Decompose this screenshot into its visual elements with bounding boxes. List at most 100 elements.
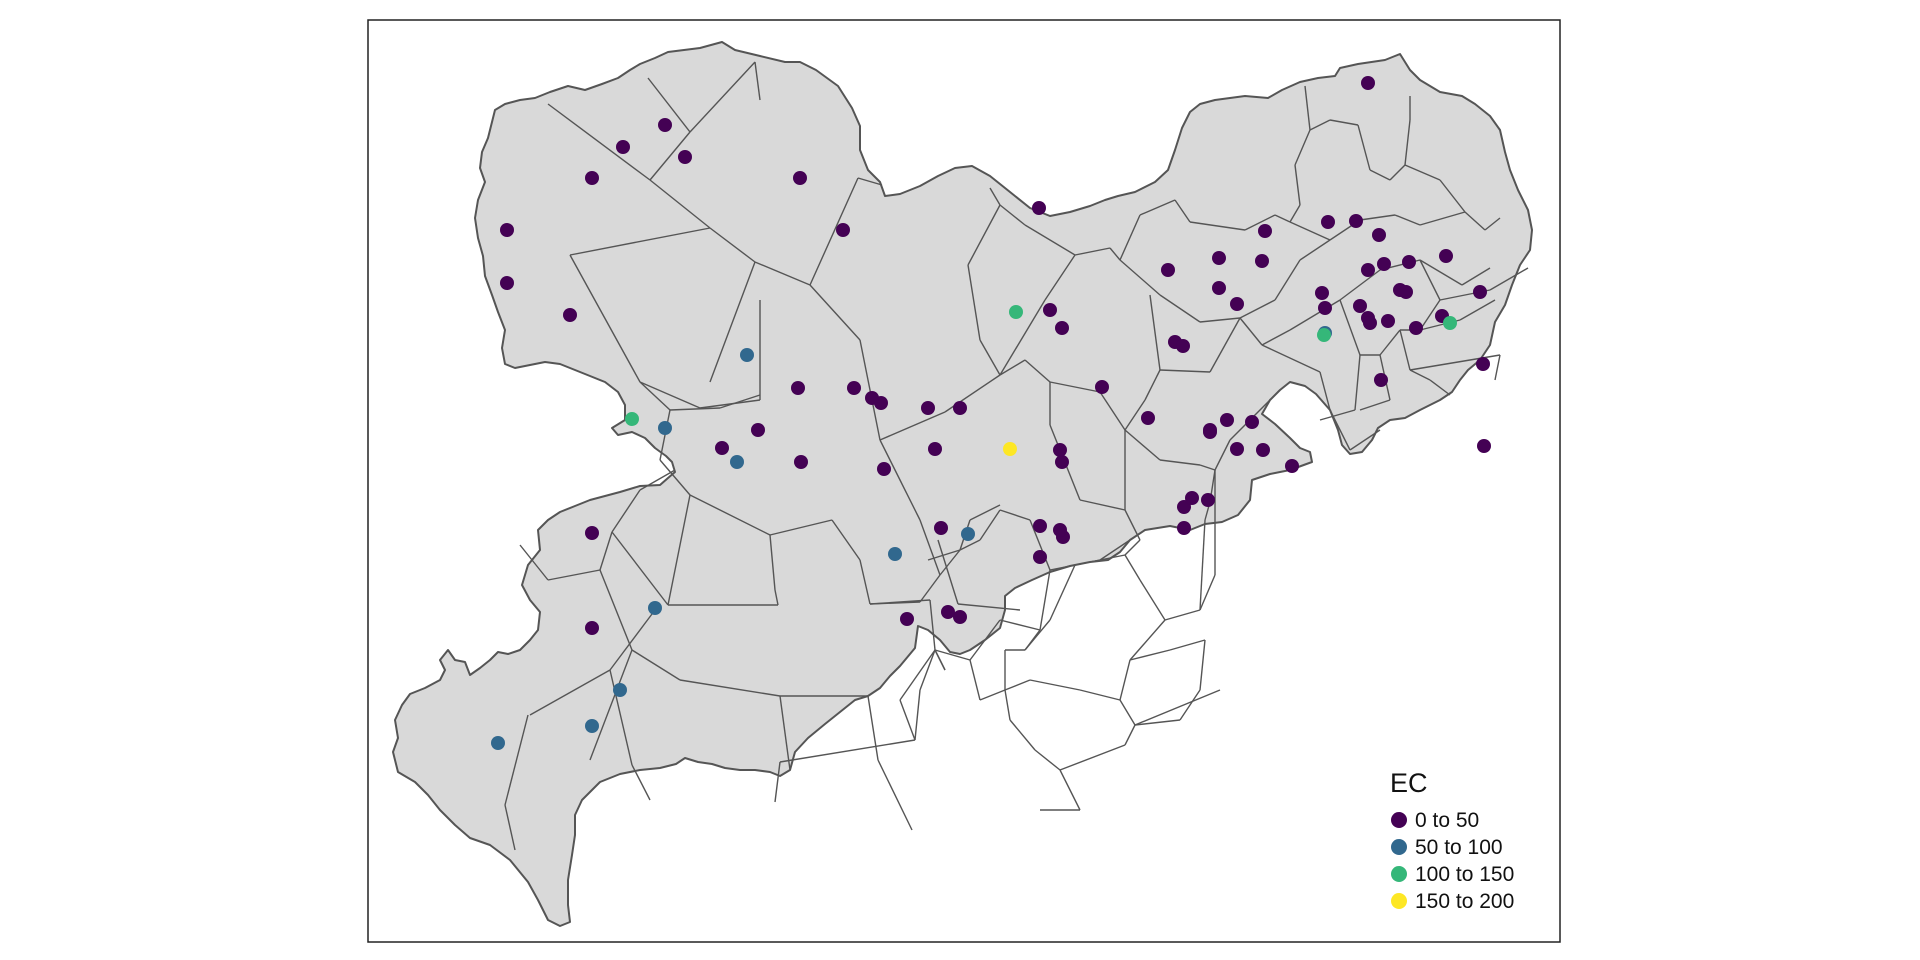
voronoi-edge [719,394,761,409]
station-point [1381,314,1395,328]
station-point [1220,413,1234,427]
voronoi-edge [1139,199,1176,216]
station-point [1185,491,1199,505]
station-point [1349,214,1363,228]
station-point [1177,500,1191,514]
station-point [1473,285,1487,299]
voronoi-edge [1464,211,1486,231]
legend-label: 0 to 50 [1415,809,1479,832]
station-point [1230,297,1244,311]
voronoi-edge [969,619,1001,661]
voronoi-edge [999,359,1026,376]
voronoi-edge [631,764,651,801]
voronoi-edge [1354,354,1361,411]
voronoi-edge [1229,389,1281,441]
voronoi-edge [919,649,936,691]
station-point [888,547,902,561]
voronoi-edge [1459,299,1496,321]
station-point [1476,357,1490,371]
voronoi-edge [669,407,721,411]
legend-label: 50 to 100 [1415,836,1503,859]
station-point [730,455,744,469]
station-point [953,610,967,624]
voronoi-edge [1389,164,1406,181]
station-point [1161,263,1175,277]
voronoi-edge [647,77,691,133]
station-point [941,605,955,619]
station-point [1321,215,1335,229]
station-point [491,736,505,750]
station-point [1201,493,1215,507]
voronoi-edge [1319,371,1331,411]
voronoi-edge [639,469,676,491]
voronoi-cell-edges [504,61,1529,851]
station-point [865,391,879,405]
voronoi-edge [1484,217,1501,231]
voronoi-edge [959,539,981,551]
voronoi-edge [1004,689,1011,721]
voronoi-edge [1439,179,1466,213]
station-point [1033,550,1047,564]
station-point [847,381,861,395]
station-point [658,421,672,435]
legend-label: 150 to 200 [1415,890,1514,913]
voronoi-edge [1129,619,1166,661]
voronoi-edge [1029,519,1051,571]
voronoi-edge [1119,699,1136,726]
voronoi-edge [609,669,633,766]
voronoi-edge [774,589,779,606]
voronoi-edge [1024,224,1076,256]
voronoi-edge [1119,659,1131,701]
station-point [1245,415,1259,429]
voronoi-edge [1164,609,1201,621]
voronoi-edge [504,714,529,806]
station-point [1317,328,1331,342]
voronoi-edge [1404,119,1411,166]
voronoi-edge [569,254,641,383]
station-point [1141,411,1155,425]
voronoi-edge [934,649,946,671]
station-point [1055,455,1069,469]
voronoi-edge [1109,247,1121,261]
voronoi-edge [1159,369,1211,373]
station-point [1402,255,1416,269]
voronoi-edge [1144,369,1161,401]
station-point [500,276,514,290]
station-point [1033,519,1047,533]
voronoi-edge [1024,619,1051,651]
voronoi-edge [869,599,931,605]
voronoi-edge [929,599,936,651]
voronoi-edge [639,381,671,411]
voronoi-edge [611,489,641,533]
legend-title: EC [1390,768,1428,798]
voronoi-edge [1139,579,1166,621]
voronoi-edge [1359,214,1396,221]
voronoi-edge [1059,769,1081,811]
voronoi-edge [1409,369,1431,381]
voronoi-edge [1179,689,1201,721]
voronoi-edge [589,649,633,761]
voronoi-edge [967,204,1001,266]
voronoi-edge [504,804,516,851]
voronoi-edge [859,339,881,441]
station-point [1053,443,1067,457]
voronoi-edge [1044,254,1076,301]
voronoi-edge [927,549,961,561]
voronoi-edge [1004,679,1031,691]
voronoi-edge [1199,464,1216,471]
voronoi-edge [877,759,913,831]
voronoi-edge [599,531,613,571]
station-point [585,526,599,540]
station-point [585,171,599,185]
voronoi-edge [1124,429,1161,461]
voronoi-edge [689,61,756,133]
station-point [1318,301,1332,315]
voronoi-edge [1349,429,1381,451]
voronoi-edge [934,649,971,661]
voronoi-edge [1239,317,1263,346]
station-point [794,455,808,469]
voronoi-edge [779,695,791,771]
station-point [1258,224,1272,238]
station-point [751,423,765,437]
station-point [1203,425,1217,439]
